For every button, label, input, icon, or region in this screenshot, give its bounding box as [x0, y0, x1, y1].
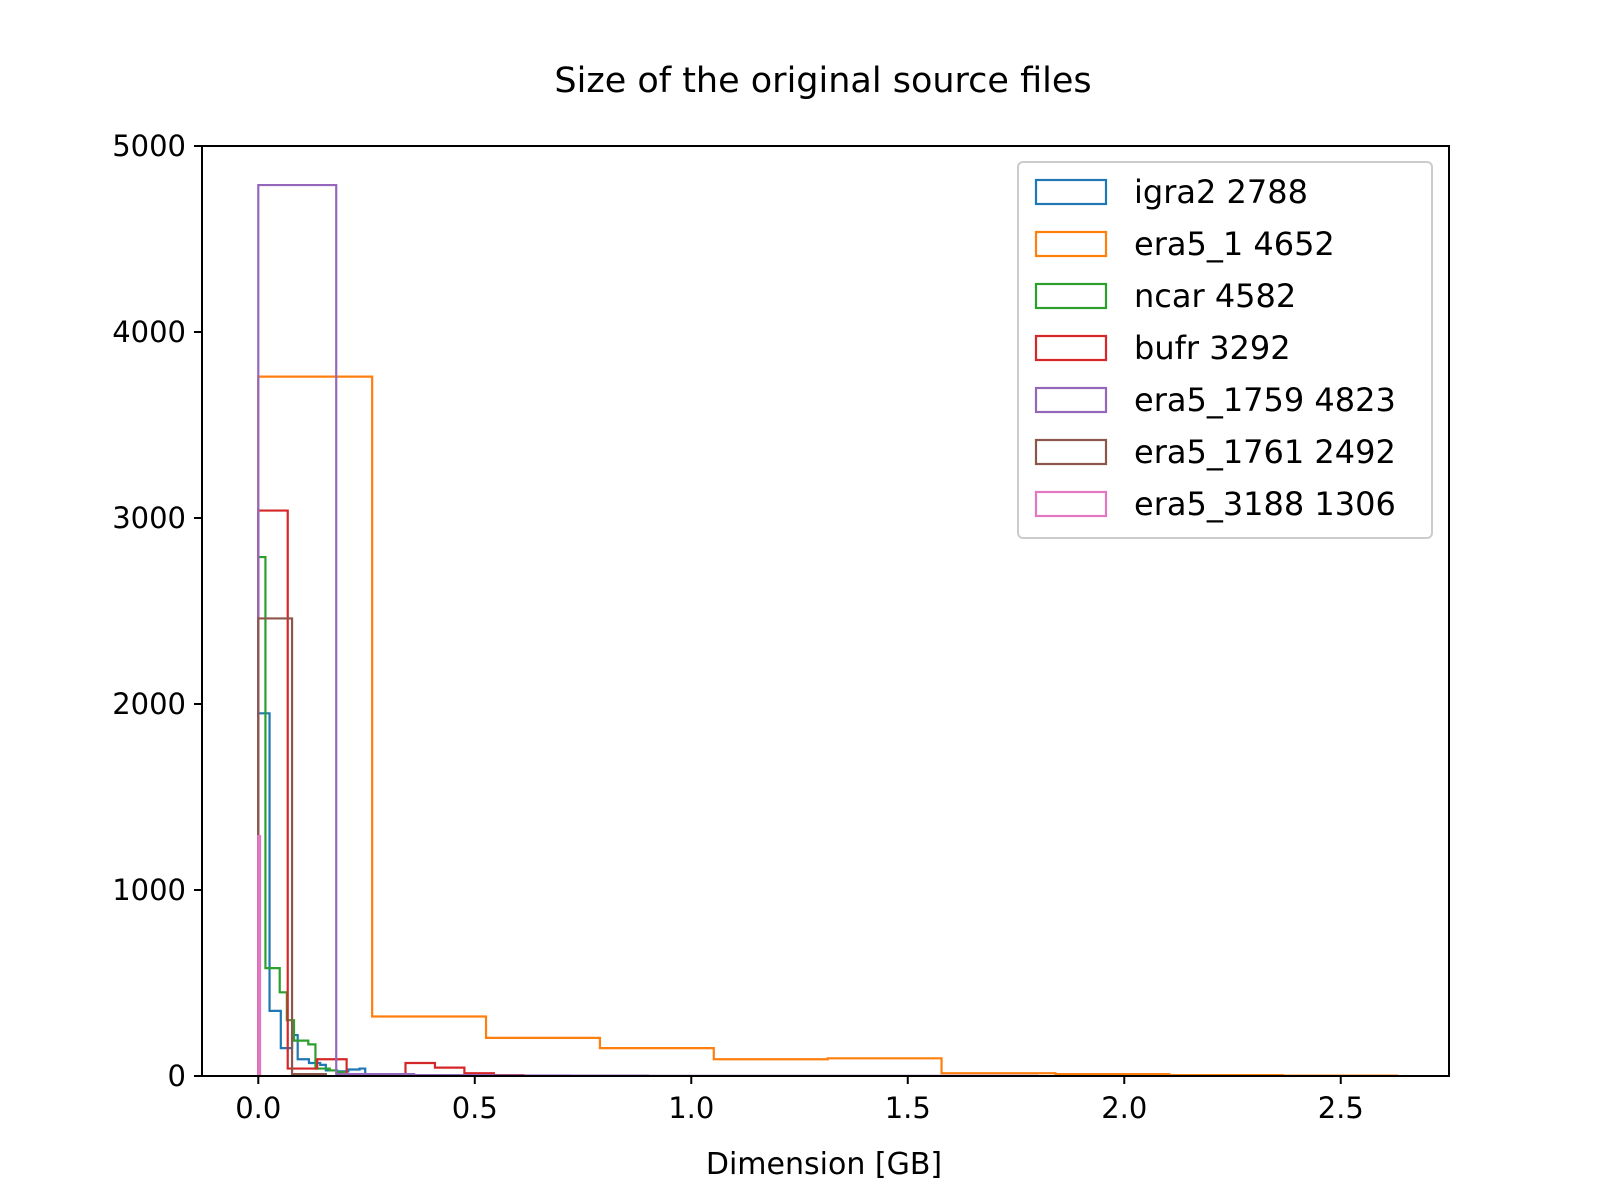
x-tick-label: 1.0 — [668, 1091, 714, 1125]
legend-frame — [1017, 161, 1433, 539]
y-tick-label: 1000 — [112, 873, 186, 907]
y-tick-label: 0 — [168, 1059, 186, 1093]
plot-frame — [201, 145, 1450, 1077]
x-tick-label: 0.0 — [235, 1091, 281, 1125]
legend-swatch — [1034, 386, 1108, 414]
y-axis: 0 1000 2000 3000 4000 5000 — [112, 129, 202, 1093]
y-tick-label: 5000 — [112, 129, 186, 163]
y-tick-label: 2000 — [112, 687, 186, 721]
histogram-step-outline — [257, 617, 327, 1076]
x-tick-label: 1.5 — [885, 1091, 931, 1125]
legend-swatch — [1034, 334, 1108, 362]
x-tick-label: 2.5 — [1318, 1091, 1364, 1125]
legend-swatch — [1034, 178, 1108, 206]
y-tick-label: 3000 — [112, 501, 186, 535]
legend: igra2 2788 era5_1 4652 ncar 4582 bufr 3292 e… — [1017, 161, 1433, 539]
legend-swatch — [1034, 490, 1108, 518]
x-axis-title: Dimension [GB] — [706, 1147, 942, 1182]
chart-title: Size of the original source files — [554, 61, 1091, 101]
x-tick-label: 2.0 — [1101, 1091, 1147, 1125]
legend-label: era5_1 4652 — [1134, 225, 1335, 263]
legend-label: era5_3188 1306 — [1134, 485, 1396, 523]
legend-label: igra2 2788 — [1134, 173, 1308, 211]
y-tick-label: 4000 — [112, 315, 186, 349]
legend-label: era5_1761 2492 — [1134, 433, 1396, 471]
legend-label: era5_1759 4823 — [1134, 381, 1396, 419]
legend-swatch — [1034, 282, 1108, 310]
legend-label: ncar 4582 — [1134, 277, 1296, 315]
histogram-series-5 — [257, 617, 327, 1076]
legend-label: bufr 3292 — [1134, 329, 1291, 367]
x-axis: 0.0 0.5 1.0 1.5 2.0 2.5 — [235, 1076, 1364, 1125]
x-tick-label: 0.5 — [452, 1091, 498, 1125]
legend-swatch — [1034, 230, 1108, 258]
legend-swatch — [1034, 438, 1108, 466]
